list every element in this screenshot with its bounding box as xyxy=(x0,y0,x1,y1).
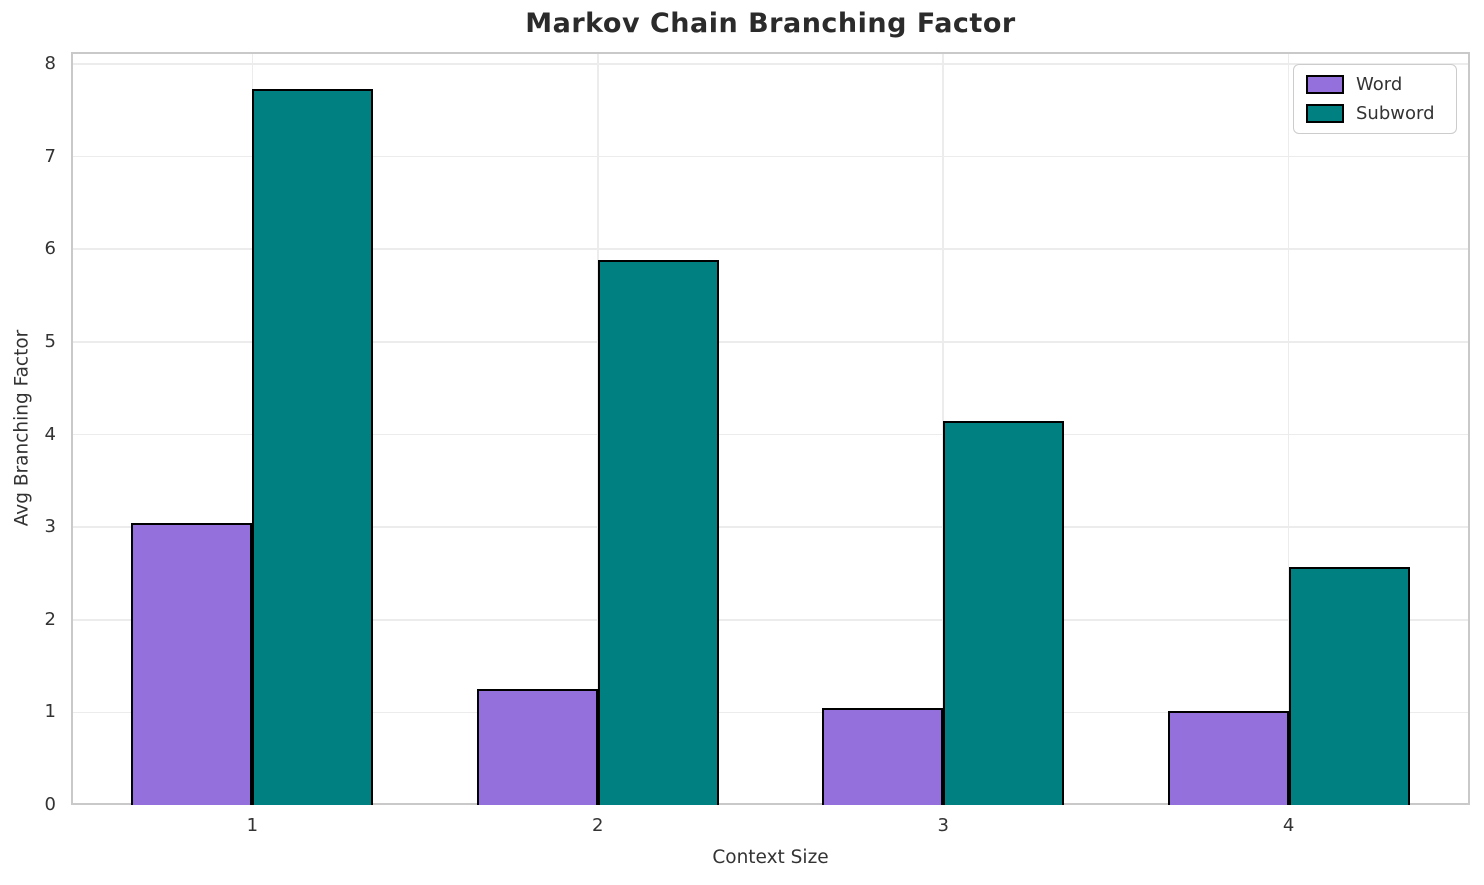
legend-entry-subword: Subword xyxy=(1306,103,1444,124)
x-tick-4: 4 xyxy=(1282,815,1295,836)
gridline-y-8 xyxy=(71,63,1470,65)
bar-word-2 xyxy=(476,689,598,805)
gridline-y-7 xyxy=(71,155,1470,158)
bar-subword-2 xyxy=(597,260,719,805)
x-tick-2: 2 xyxy=(592,815,604,836)
legend-label-word: Word xyxy=(1356,74,1403,95)
gridline-y-4 xyxy=(71,433,1470,436)
x-tick-3: 3 xyxy=(937,815,949,836)
y-tick-2: 2 xyxy=(44,608,56,630)
legend-swatch-subword xyxy=(1306,104,1344,123)
spine-top xyxy=(71,52,1470,54)
spine-bottom xyxy=(71,803,1470,805)
x-axis-label: Context Size xyxy=(712,847,829,868)
bar-subword-3 xyxy=(943,420,1065,805)
legend: Word Subword xyxy=(1293,64,1457,134)
y-tick-5: 5 xyxy=(44,330,56,352)
legend-swatch-word xyxy=(1306,75,1344,94)
bar-word-3 xyxy=(822,707,944,805)
spine-right xyxy=(1468,52,1470,805)
x-tick-1: 1 xyxy=(246,815,259,836)
legend-label-subword: Subword xyxy=(1356,103,1435,124)
y-tick-1: 1 xyxy=(44,701,56,723)
gridline-x-2 xyxy=(596,52,599,805)
gridline-x-4 xyxy=(1287,52,1290,805)
gridline-y-5 xyxy=(71,341,1470,343)
bar-word-4 xyxy=(1167,710,1289,805)
spine-left xyxy=(71,52,73,805)
gridline-y-6 xyxy=(71,248,1470,251)
y-tick-8: 8 xyxy=(44,53,56,75)
y-tick-0: 0 xyxy=(44,794,56,815)
chart-title: Markov Chain Branching Factor xyxy=(525,8,1016,39)
gridline-y-1 xyxy=(71,711,1470,714)
legend-entry-word: Word xyxy=(1306,74,1444,95)
bar-subword-4 xyxy=(1288,566,1410,805)
bar-subword-1 xyxy=(252,89,374,805)
y-tick-7: 7 xyxy=(44,145,56,167)
y-tick-4: 4 xyxy=(44,423,56,445)
bar-word-1 xyxy=(131,522,253,805)
y-tick-6: 6 xyxy=(44,238,56,260)
plot-area xyxy=(71,52,1470,805)
y-tick-3: 3 xyxy=(44,516,56,538)
gridline-y-2 xyxy=(71,618,1470,621)
gridline-y-3 xyxy=(71,526,1470,528)
